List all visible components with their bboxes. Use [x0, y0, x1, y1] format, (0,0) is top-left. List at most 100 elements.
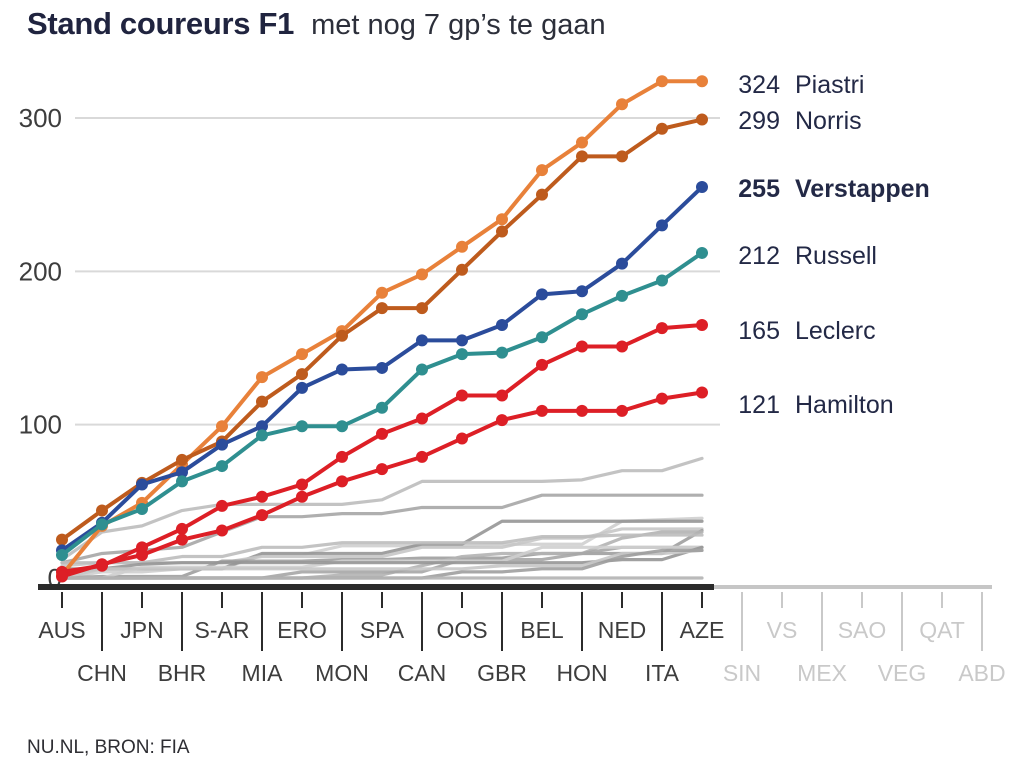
chart-subtitle: met nog 7 gp’s te gaan: [311, 9, 606, 41]
data-point-norris: [456, 263, 468, 276]
data-point-russell: [176, 475, 188, 488]
data-point-leclerc: [576, 340, 588, 353]
data-point-leclerc: [496, 389, 508, 402]
data-point-verstappen: [496, 319, 508, 332]
data-point-norris: [176, 453, 188, 466]
data-point-russell: [696, 246, 708, 259]
x-tick-label-MON: MON: [315, 660, 369, 686]
data-point-russell: [416, 363, 428, 376]
data-point-piastri: [496, 213, 508, 226]
data-point-verstappen: [536, 288, 548, 301]
data-point-piastri: [696, 75, 708, 88]
data-point-verstappen: [336, 363, 348, 376]
data-point-leclerc: [336, 450, 348, 463]
data-point-norris: [296, 368, 308, 381]
data-point-leclerc: [616, 340, 628, 353]
data-point-leclerc: [456, 389, 468, 402]
data-point-leclerc: [176, 522, 188, 535]
other-driver-line: [60, 533, 704, 565]
data-point-russell: [336, 420, 348, 433]
data-point-hamilton: [616, 404, 628, 417]
data-point-norris: [536, 188, 548, 201]
data-point-hamilton: [216, 524, 228, 537]
data-point-piastri: [616, 98, 628, 111]
data-point-verstappen: [136, 478, 148, 491]
data-point-russell: [296, 420, 308, 433]
data-point-hamilton: [576, 404, 588, 417]
data-point-norris: [656, 122, 668, 135]
data-point-verstappen: [176, 466, 188, 479]
data-point-norris: [376, 302, 388, 315]
data-point-norris: [576, 150, 588, 163]
data-point-hamilton: [416, 450, 428, 463]
data-point-verstappen: [616, 257, 628, 270]
data-point-hamilton: [696, 386, 708, 399]
data-point-piastri: [376, 286, 388, 299]
data-point-russell: [256, 429, 268, 442]
data-point-leclerc: [256, 490, 268, 503]
data-point-hamilton: [96, 558, 108, 571]
data-point-russell: [56, 549, 68, 562]
data-point-hamilton: [296, 490, 308, 503]
data-point-hamilton: [456, 432, 468, 445]
data-point-russell: [376, 401, 388, 414]
data-point-russell: [656, 274, 668, 287]
data-point-piastri: [576, 136, 588, 149]
x-tick-label-VS: VS: [767, 617, 798, 643]
x-tick-label-SPA: SPA: [360, 617, 405, 643]
data-point-norris: [696, 113, 708, 126]
data-point-norris: [56, 533, 68, 546]
data-point-russell: [136, 503, 148, 516]
data-point-hamilton: [256, 509, 268, 522]
data-point-leclerc: [376, 427, 388, 440]
data-point-verstappen: [256, 420, 268, 433]
data-point-leclerc: [536, 358, 548, 371]
data-point-verstappen: [416, 334, 428, 347]
x-tick-label-ITA: ITA: [645, 660, 680, 686]
data-point-norris: [496, 225, 508, 238]
data-point-russell: [96, 518, 108, 531]
data-point-russell: [216, 460, 228, 473]
x-tick-label-JPN: JPN: [120, 617, 163, 643]
y-tick-label: 100: [19, 410, 62, 440]
x-tick-label-GBR: GBR: [477, 660, 527, 686]
data-point-hamilton: [496, 414, 508, 427]
chart-header: Stand coureurs F1 met nog 7 gp’s te gaan: [27, 6, 606, 42]
x-tick-label-SAO: SAO: [838, 617, 887, 643]
data-point-leclerc: [296, 478, 308, 491]
x-tick-label-ABD: ABD: [958, 660, 1005, 686]
data-point-leclerc: [696, 319, 708, 332]
x-tick-label-CHN: CHN: [77, 660, 127, 686]
x-tick-label-BEL: BEL: [520, 617, 564, 643]
y-tick-label: 200: [19, 256, 62, 286]
x-tick-label-QAT: QAT: [919, 617, 965, 643]
x-tick-label-ERO: ERO: [277, 617, 327, 643]
x-tick-label-OOS: OOS: [436, 617, 487, 643]
data-point-norris: [616, 150, 628, 163]
data-point-verstappen: [576, 285, 588, 298]
data-point-piastri: [216, 420, 228, 433]
other-driver-line: [60, 493, 704, 565]
data-point-verstappen: [376, 361, 388, 374]
data-point-hamilton: [336, 475, 348, 488]
data-point-russell: [576, 308, 588, 321]
chart-title: Stand coureurs F1: [27, 6, 295, 41]
data-point-piastri: [656, 75, 668, 88]
x-tick-label-NED: NED: [598, 617, 647, 643]
data-point-russell: [536, 331, 548, 344]
data-point-hamilton: [376, 463, 388, 476]
data-point-leclerc: [416, 412, 428, 425]
data-point-norris: [96, 504, 108, 517]
x-tick-label-VEG: VEG: [878, 660, 927, 686]
data-point-hamilton: [176, 533, 188, 546]
data-point-leclerc: [216, 499, 228, 512]
x-tick-label-BHR: BHR: [158, 660, 207, 686]
data-point-verstappen: [656, 219, 668, 232]
data-point-norris: [336, 329, 348, 342]
x-tick-label-AZE: AZE: [680, 617, 725, 643]
data-point-norris: [416, 302, 428, 315]
source-credit: NU.NL, BRON: FIA: [27, 737, 190, 758]
data-point-piastri: [416, 268, 428, 281]
x-tick-label-AUS: AUS: [38, 617, 85, 643]
x-tick-label-SIN: SIN: [723, 660, 761, 686]
